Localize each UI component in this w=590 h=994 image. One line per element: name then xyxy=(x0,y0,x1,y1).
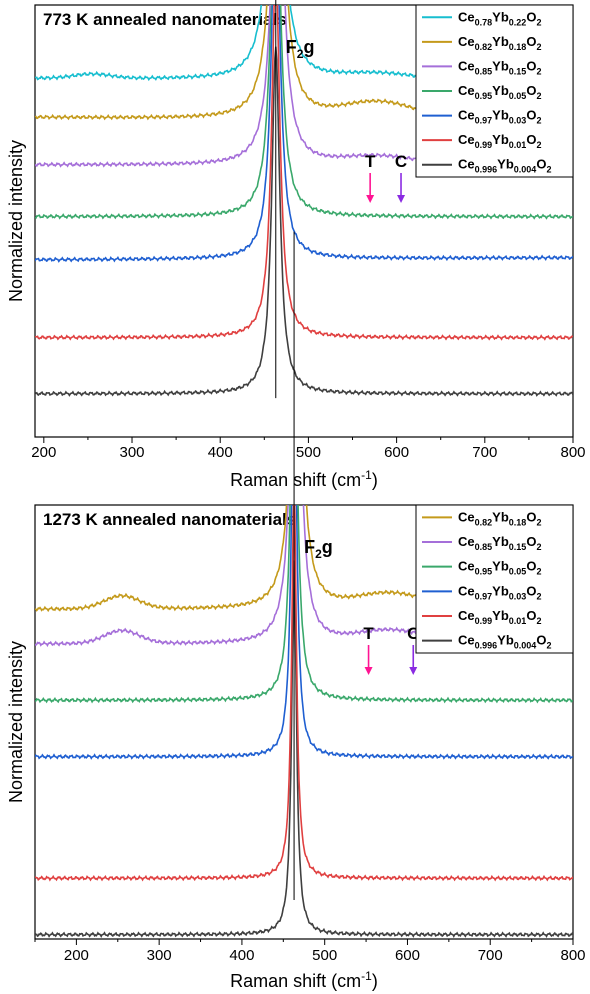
peak-label: F2g xyxy=(304,537,333,561)
legend-entry: Ce0.82Yb0.18O2 xyxy=(458,509,541,527)
x-axis-title: Raman shift (cm-1) xyxy=(230,969,378,991)
chart-panel-1: 200 300 400 500 600 700 800 Raman shift (cm-1) N… xyxy=(6,0,586,490)
series-line xyxy=(35,5,573,220)
x-tick-label: 300 xyxy=(120,444,145,461)
panel-title: 1273 K annealed nanomaterials xyxy=(43,510,296,529)
peak-label: F2g xyxy=(286,37,315,61)
x-tick-label: 300 xyxy=(147,947,172,964)
series-line xyxy=(35,505,573,704)
marker-label-T: T xyxy=(365,152,376,171)
marker-arrow-head xyxy=(397,195,406,203)
legend-entry: Ce0.82Yb0.18O2 xyxy=(458,34,541,52)
series-line xyxy=(35,560,573,938)
legend-entry: Ce0.78Yb0.22O2 xyxy=(458,9,541,27)
legend-box xyxy=(415,504,574,654)
legend-entry: Ce0.99Yb0.01O2 xyxy=(458,132,541,150)
plot-frame xyxy=(34,4,574,438)
series-line xyxy=(35,5,573,263)
x-tick-label: 200 xyxy=(31,444,56,461)
chart-panel-2: 200 300 400 500 600 700 800 Raman shift (cm-1) N… xyxy=(6,231,586,991)
marker-label-C: C xyxy=(395,152,407,171)
x-tick-label: 500 xyxy=(312,947,337,964)
legend-entry: Ce0.97Yb0.03O2 xyxy=(458,583,541,601)
panel-title: 773 K annealed nanomaterials xyxy=(43,10,287,29)
x-tick-label: 600 xyxy=(395,947,420,964)
x-tick-label: 800 xyxy=(560,947,585,964)
legend: Ce0.82Yb0.18O2 Ce0.85Yb0.15O2 Ce0.95Yb0.05… xyxy=(415,504,574,654)
legend: Ce0.78Yb0.22O2 Ce0.82Yb0.18O2 Ce0.85Yb0.15… xyxy=(415,4,574,178)
x-axis-title: Raman shift (cm-1) xyxy=(230,468,378,490)
x-tick-label: 700 xyxy=(472,444,497,461)
legend-entry: Ce0.95Yb0.05O2 xyxy=(458,559,541,577)
marker-arrow-head xyxy=(364,667,373,675)
x-tick-label: 400 xyxy=(229,947,254,964)
series-line xyxy=(35,505,573,760)
y-axis-title: Normalized intensity xyxy=(6,140,26,302)
x-tick-label: 400 xyxy=(208,444,233,461)
x-tick-label: 700 xyxy=(478,947,503,964)
x-tick-label: 600 xyxy=(384,444,409,461)
marker-arrow-head xyxy=(366,195,375,203)
series-line xyxy=(35,5,573,341)
legend-entry: Ce0.996Yb0.004O2 xyxy=(458,633,551,651)
x-tick-label: 800 xyxy=(560,444,585,461)
series-line xyxy=(35,505,573,882)
y-axis-title: Normalized intensity xyxy=(6,641,26,803)
legend-entry: Ce0.85Yb0.15O2 xyxy=(458,58,541,76)
x-tick-label: 500 xyxy=(296,444,321,461)
legend-entry: Ce0.99Yb0.01O2 xyxy=(458,608,541,626)
legend-entry: Ce0.996Yb0.004O2 xyxy=(458,157,551,175)
x-tick-label: 200 xyxy=(64,947,89,964)
marker-label-T: T xyxy=(363,624,374,643)
legend-entry: Ce0.85Yb0.15O2 xyxy=(458,534,541,552)
marker-arrow-head xyxy=(409,667,418,675)
series-line xyxy=(35,46,573,397)
legend-entry: Ce0.97Yb0.03O2 xyxy=(458,108,541,126)
legend-entry: Ce0.95Yb0.05O2 xyxy=(458,83,541,101)
